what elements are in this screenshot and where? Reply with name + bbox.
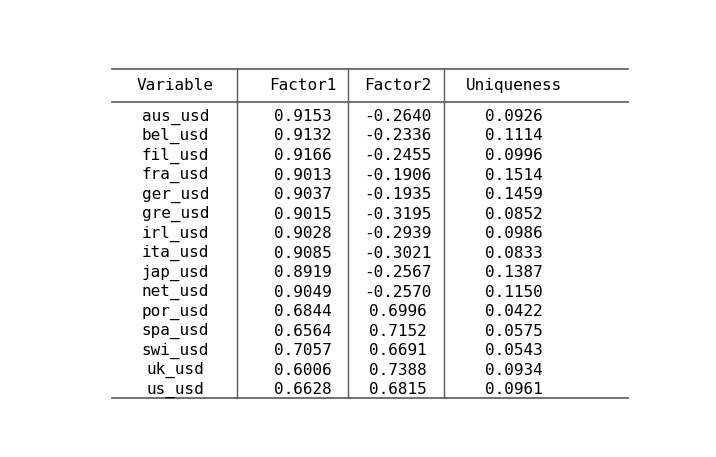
Text: 0.7152: 0.7152 [369, 324, 426, 339]
Text: -0.2939: -0.2939 [364, 226, 431, 241]
Text: bel_usd: bel_usd [142, 128, 209, 144]
Text: 0.6844: 0.6844 [274, 304, 332, 319]
Text: 0.0996: 0.0996 [485, 148, 543, 163]
Text: 0.0852: 0.0852 [485, 207, 543, 222]
Text: -0.2567: -0.2567 [364, 265, 431, 280]
Text: fil_usd: fil_usd [142, 147, 209, 164]
Text: 0.1114: 0.1114 [485, 128, 543, 143]
Text: irl_usd: irl_usd [142, 225, 209, 242]
Text: 0.9037: 0.9037 [274, 187, 332, 202]
Text: por_usd: por_usd [142, 303, 209, 320]
Text: -0.2336: -0.2336 [364, 128, 431, 143]
Text: 0.0926: 0.0926 [485, 109, 543, 124]
Text: 0.9132: 0.9132 [274, 128, 332, 143]
Text: -0.1935: -0.1935 [364, 187, 431, 202]
Text: 0.6006: 0.6006 [274, 363, 332, 378]
Text: 0.0575: 0.0575 [485, 324, 543, 339]
Text: 0.9049: 0.9049 [274, 285, 332, 300]
Text: ger_usd: ger_usd [142, 186, 209, 202]
Text: 0.7388: 0.7388 [369, 363, 426, 378]
Text: 0.0422: 0.0422 [485, 304, 543, 319]
Text: ita_usd: ita_usd [142, 245, 209, 261]
Text: gre_usd: gre_usd [142, 206, 209, 222]
Text: 0.0833: 0.0833 [485, 245, 543, 260]
Text: 0.6996: 0.6996 [369, 304, 426, 319]
Text: 0.0986: 0.0986 [485, 226, 543, 241]
Text: aus_usd: aus_usd [142, 108, 209, 124]
Text: 0.0961: 0.0961 [485, 383, 543, 397]
Text: 0.9028: 0.9028 [274, 226, 332, 241]
Text: jap_usd: jap_usd [142, 265, 209, 281]
Text: 0.9153: 0.9153 [274, 109, 332, 124]
Text: 0.0934: 0.0934 [485, 363, 543, 378]
Text: -0.2570: -0.2570 [364, 285, 431, 300]
Text: Variable: Variable [137, 78, 214, 93]
Text: spa_usd: spa_usd [142, 323, 209, 340]
Text: -0.2640: -0.2640 [364, 109, 431, 124]
Text: 0.9013: 0.9013 [274, 168, 332, 182]
Text: 0.1387: 0.1387 [485, 265, 543, 280]
Text: 0.9166: 0.9166 [274, 148, 332, 163]
Text: Uniqueness: Uniqueness [466, 78, 562, 93]
Text: 0.1514: 0.1514 [485, 168, 543, 182]
Text: Factor2: Factor2 [364, 78, 431, 93]
Text: us_usd: us_usd [147, 382, 204, 398]
Text: 0.8919: 0.8919 [274, 265, 332, 280]
Text: 0.0543: 0.0543 [485, 343, 543, 358]
Text: net_usd: net_usd [142, 284, 209, 300]
Text: 0.9085: 0.9085 [274, 245, 332, 260]
Text: -0.3195: -0.3195 [364, 207, 431, 222]
Text: swi_usd: swi_usd [142, 343, 209, 359]
Text: -0.1906: -0.1906 [364, 168, 431, 182]
Text: 0.7057: 0.7057 [274, 343, 332, 358]
Text: 0.6564: 0.6564 [274, 324, 332, 339]
Text: uk_usd: uk_usd [147, 362, 204, 378]
Text: 0.1459: 0.1459 [485, 187, 543, 202]
Text: Factor1: Factor1 [269, 78, 337, 93]
Text: -0.2455: -0.2455 [364, 148, 431, 163]
Text: 0.6628: 0.6628 [274, 383, 332, 397]
Text: fra_usd: fra_usd [142, 167, 209, 183]
Text: -0.3021: -0.3021 [364, 245, 431, 260]
Text: 0.9015: 0.9015 [274, 207, 332, 222]
Text: 0.6691: 0.6691 [369, 343, 426, 358]
Text: 0.1150: 0.1150 [485, 285, 543, 300]
Text: 0.6815: 0.6815 [369, 383, 426, 397]
